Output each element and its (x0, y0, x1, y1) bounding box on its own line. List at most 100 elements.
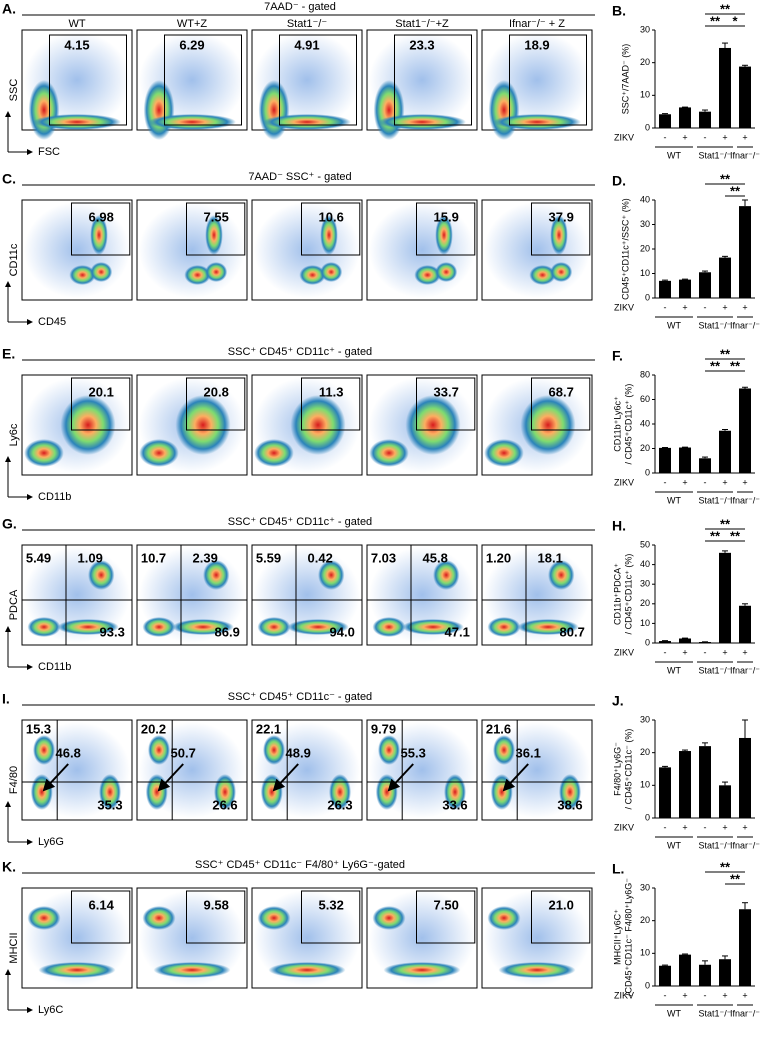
density (28, 80, 60, 140)
density (153, 962, 231, 978)
zikv-sign: + (742, 477, 747, 487)
zikv-sign: + (682, 302, 687, 312)
sig-label: ** (730, 528, 741, 543)
y-tick-label: 0 (645, 812, 650, 822)
bar (699, 111, 711, 128)
gate-value: 35.3 (97, 797, 122, 812)
y-tick-label: 0 (645, 467, 650, 477)
density (257, 906, 291, 930)
bar (659, 641, 671, 643)
gate (186, 890, 246, 944)
x-axis-label: Ly6G (38, 836, 64, 848)
y-axis-label: Ly6c (8, 423, 20, 446)
group-label: Ifnar⁻/⁻ (730, 665, 760, 675)
density (490, 774, 513, 810)
group-label: Ifnar⁻/⁻ (730, 320, 760, 330)
y-tick-label: 30 (640, 714, 650, 724)
zikv-sign: + (682, 822, 687, 832)
y-axis-label: /CD45⁺CD11c⁻ F4/80⁺Ly6G⁻ (623, 878, 633, 996)
arrow (157, 763, 184, 792)
gate-value: 46.8 (56, 745, 81, 760)
y-tick-label: 0 (645, 122, 650, 132)
density (435, 215, 453, 255)
chart-label: D. (612, 173, 626, 189)
bar (659, 447, 671, 473)
gate-value: 36.1 (516, 745, 541, 760)
gate-value: 6.14 (89, 897, 115, 912)
density (493, 735, 515, 765)
gate-value: 21.0 (549, 897, 574, 912)
column-header: WT+Z (177, 18, 208, 30)
x-axis-label: CD45 (38, 316, 66, 328)
bar (719, 959, 731, 986)
density (320, 262, 343, 282)
zikv-sign: - (664, 647, 667, 657)
sig-label: ** (720, 1, 731, 16)
group-label: WT (667, 495, 681, 505)
gate-value: 26.3 (327, 797, 352, 812)
chart-label: L. (612, 861, 624, 877)
density (517, 619, 579, 635)
density (378, 735, 400, 765)
x-axis-label: Ly6C (38, 1004, 63, 1016)
density (88, 560, 115, 590)
gate-value: 68.7 (549, 384, 574, 399)
density (258, 80, 290, 140)
group-label: Stat1⁻/⁻ (698, 320, 731, 330)
density (142, 617, 176, 637)
gate-value: 15.3 (26, 721, 51, 736)
density (27, 617, 61, 637)
sig-label: ** (710, 358, 721, 373)
y-axis-label: F4/80 (8, 766, 20, 794)
zikv-sign: + (722, 647, 727, 657)
sig-label: ** (730, 358, 741, 373)
y-tick-label: 20 (640, 57, 650, 67)
y-tick-label: 10 (640, 90, 650, 100)
zikv-sign: + (742, 302, 747, 312)
density (290, 395, 346, 455)
y-tick-label: 10 (640, 618, 650, 628)
zikv-sign: - (664, 990, 667, 1000)
density (143, 80, 175, 140)
density (487, 906, 521, 930)
panel-label: I. (2, 691, 10, 707)
bar (719, 257, 731, 298)
bar (679, 751, 691, 818)
gate-value: 15.9 (434, 209, 459, 224)
gate-value: 55.3 (401, 745, 426, 760)
density (383, 962, 461, 978)
gate (279, 34, 357, 126)
gate-title: SSC⁺ CD45⁺ CD11c⁺ - gated (228, 346, 372, 358)
density (69, 265, 96, 285)
zikv-sign: - (704, 822, 707, 832)
sig-label: ** (710, 13, 721, 28)
gate-title: SSC⁺ CD45⁺ CD11c⁺ - gated (228, 516, 372, 528)
gate-value: 6.29 (179, 37, 204, 52)
y-tick-label: 60 (640, 394, 650, 404)
gate (71, 890, 131, 944)
group-label: Stat1⁻/⁻ (698, 840, 731, 850)
zikv-sign: - (704, 132, 707, 142)
zikv-sign: - (704, 647, 707, 657)
zikv-label: ZIKV (614, 822, 634, 832)
column-header: WT (68, 18, 85, 30)
y-axis-label: F4/80⁺Ly6G⁻ (612, 742, 622, 796)
density (520, 395, 576, 455)
column-header: Stat1⁻/⁻+Z (395, 18, 449, 30)
arrow (387, 763, 414, 792)
density (268, 962, 346, 978)
gate-title: 7AAD⁻ - gated (264, 1, 336, 13)
density (287, 619, 349, 635)
chart-label: F. (612, 348, 623, 364)
bar (739, 388, 751, 473)
density (529, 265, 556, 285)
density (38, 962, 116, 978)
zikv-sign: + (722, 477, 727, 487)
zikv-sign: + (682, 647, 687, 657)
gate-value: 80.7 (560, 624, 585, 639)
density (90, 262, 113, 282)
zikv-sign: - (704, 477, 707, 487)
zikv-sign: + (742, 822, 747, 832)
y-tick-label: 40 (640, 418, 650, 428)
